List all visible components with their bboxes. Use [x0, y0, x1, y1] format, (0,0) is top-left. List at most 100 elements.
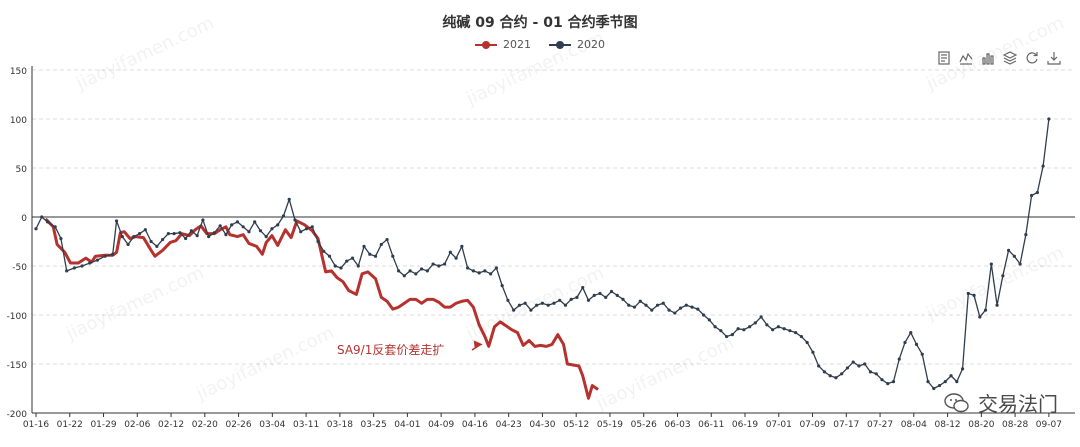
- point-2020: [621, 297, 625, 301]
- point-2020: [552, 301, 556, 305]
- point-2020: [1047, 117, 1051, 121]
- point-2020: [207, 235, 211, 239]
- point-2020: [609, 289, 614, 294]
- bar-chart-icon[interactable]: [980, 50, 996, 66]
- legend-item-2021[interactable]: 2021: [475, 38, 531, 51]
- point-2020: [586, 298, 591, 302]
- point-2020: [736, 327, 740, 331]
- point-2020: [1041, 164, 1045, 168]
- x-tick-label: 06-19: [732, 420, 758, 430]
- point-2020: [454, 256, 458, 260]
- point-2020: [59, 236, 63, 241]
- point-2020: [189, 229, 193, 233]
- point-2020: [241, 225, 245, 229]
- point-2020: [598, 291, 602, 296]
- point-2020: [287, 197, 291, 201]
- x-tick-label: 01-16: [23, 420, 49, 430]
- save-image-icon[interactable]: [1046, 50, 1062, 66]
- point-2020: [368, 252, 372, 256]
- x-tick-label: 07-09: [799, 420, 825, 430]
- point-2020: [494, 266, 498, 270]
- point-2020: [874, 372, 878, 376]
- x-tick-label: 06-03: [664, 420, 690, 430]
- x-tick-label: 01-22: [57, 420, 83, 430]
- point-2020: [707, 318, 711, 322]
- legend: 2021 2020: [0, 38, 1080, 51]
- y-tick-label: 100: [10, 116, 27, 126]
- legend-swatch-2020: [549, 40, 571, 50]
- x-tick-label: 08-04: [901, 420, 927, 430]
- point-2020: [955, 380, 959, 384]
- point-2020: [512, 308, 516, 312]
- legend-label-2020: 2020: [577, 38, 605, 51]
- point-2020: [569, 297, 573, 301]
- point-2020: [356, 264, 360, 268]
- point-2020: [391, 254, 395, 258]
- point-2020: [943, 380, 947, 384]
- point-2020: [95, 258, 99, 262]
- point-2020: [184, 236, 188, 241]
- point-2020: [396, 269, 401, 273]
- x-tick-label: 07-01: [766, 420, 792, 430]
- x-tick-label: 08-12: [935, 420, 961, 430]
- point-2020: [40, 215, 44, 219]
- point-2020: [627, 303, 631, 307]
- point-2020: [1018, 262, 1022, 266]
- point-2020: [972, 293, 976, 297]
- point-2020: [799, 334, 804, 339]
- x-tick-label: 04-09: [428, 420, 454, 430]
- x-tick-label: 02-20: [192, 420, 218, 430]
- point-2020: [817, 364, 821, 368]
- background-watermark: jiaoyifamen.com: [592, 332, 737, 415]
- point-2020: [230, 223, 234, 227]
- point-2020: [730, 333, 734, 337]
- point-2020: [201, 218, 205, 222]
- data-view-icon[interactable]: [936, 50, 952, 66]
- point-2020: [724, 334, 729, 339]
- point-2020: [937, 383, 942, 388]
- x-tick-label: 02-06: [124, 420, 150, 430]
- point-2020: [419, 267, 424, 271]
- point-2020: [914, 342, 919, 346]
- y-tick-label: 50: [16, 165, 28, 175]
- point-2020: [794, 331, 798, 335]
- point-2020: [218, 224, 222, 228]
- point-2020: [137, 232, 142, 236]
- point-2020: [414, 272, 418, 276]
- point-2020: [690, 305, 694, 309]
- point-2020: [995, 303, 999, 307]
- line-chart-icon[interactable]: [958, 50, 974, 66]
- restore-icon[interactable]: [1024, 50, 1040, 66]
- point-2020: [891, 380, 896, 384]
- point-2020: [408, 269, 412, 273]
- point-2020: [477, 271, 481, 275]
- point-2020: [960, 367, 965, 371]
- point-2020: [909, 331, 913, 335]
- point-2020: [713, 325, 717, 329]
- stack-icon[interactable]: [1002, 50, 1018, 66]
- point-2020: [575, 295, 579, 299]
- x-tick-label: 05-26: [631, 420, 657, 430]
- x-tick-label: 04-23: [496, 420, 522, 430]
- background-watermark: jiaoyifamen.com: [922, 12, 1067, 95]
- x-tick-label: 03-18: [327, 420, 353, 430]
- point-2020: [45, 220, 50, 224]
- point-2020: [264, 235, 268, 239]
- x-tick-label: 08-20: [968, 420, 994, 430]
- point-2020: [373, 254, 378, 258]
- point-2020: [53, 225, 57, 229]
- series-line-2020: [35, 118, 1050, 390]
- point-2020: [696, 307, 700, 311]
- point-2020: [304, 227, 309, 231]
- chart-title: 纯碱 09 合约 - 01 合约季节图: [442, 15, 638, 31]
- point-2020: [126, 242, 130, 247]
- point-2020: [805, 340, 809, 345]
- point-2020: [1006, 248, 1011, 252]
- point-2020: [765, 323, 769, 327]
- point-2020: [880, 378, 884, 382]
- point-2020: [638, 299, 642, 303]
- annotation-text: SA9/1反套价差走扩: [337, 343, 444, 357]
- point-2020: [828, 374, 832, 378]
- legend-item-2020[interactable]: 2020: [549, 38, 605, 51]
